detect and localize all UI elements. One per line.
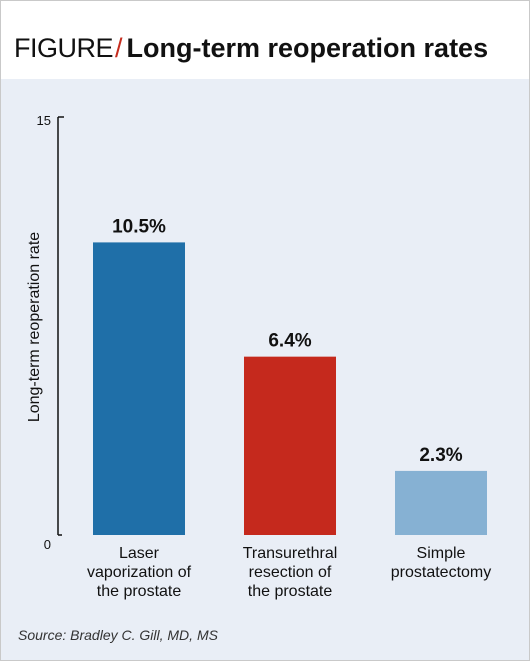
y-tick-label: 0 (44, 537, 51, 552)
title-slash: / (115, 33, 123, 63)
y-tick-label: 15 (37, 113, 51, 128)
data-label: 6.4% (268, 331, 311, 352)
chart-title: Long-term reoperation rates (126, 33, 489, 63)
bar (93, 242, 185, 535)
source-note: Source: Bradley C. Gill, MD, MS (18, 627, 218, 643)
bar (395, 470, 487, 535)
data-label: 10.5% (112, 216, 166, 237)
figure-label: FIGURE (14, 33, 114, 63)
bar-chart: 15 0 Long-term reoperation rate 10.5% Laser v… (26, 113, 491, 600)
figure-header: FIGURE/Long-term reoperation rates (1, 1, 529, 79)
x-tick-label: the prostate (248, 583, 333, 600)
x-tick-label: the prostate (97, 583, 182, 600)
x-tick-label: Transurethral (243, 545, 338, 562)
bar (244, 356, 336, 535)
y-axis-label: Long-term reoperation rate (26, 232, 43, 422)
x-tick-label: prostatectomy (391, 564, 491, 581)
figure-title: FIGURE/Long-term reoperation rates (14, 31, 488, 65)
data-label: 2.3% (419, 445, 462, 466)
x-tick-label: resection of (249, 564, 332, 581)
x-tick-label: Laser (119, 545, 160, 562)
x-tick-label: Simple (417, 545, 466, 562)
x-tick-label: vaporization of (87, 564, 192, 581)
